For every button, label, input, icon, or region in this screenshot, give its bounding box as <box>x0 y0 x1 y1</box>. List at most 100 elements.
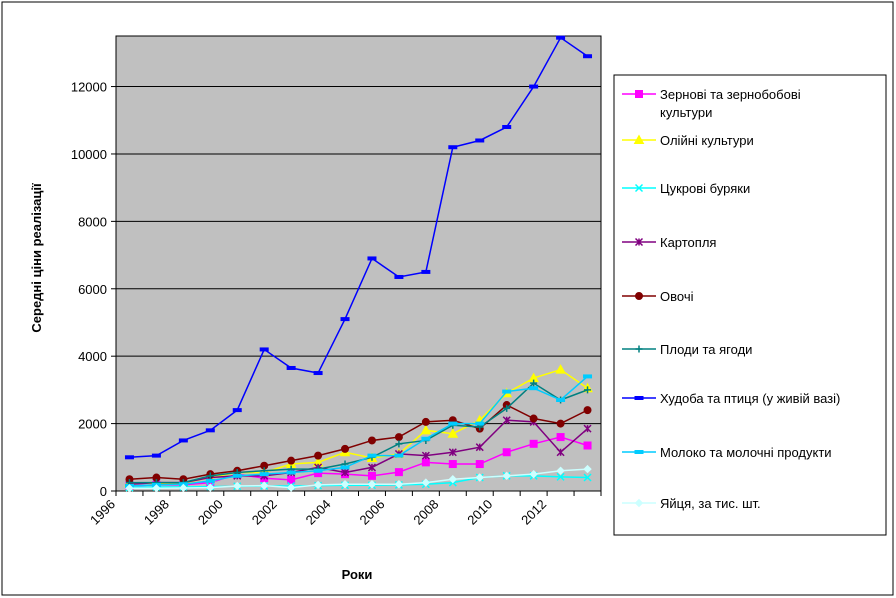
data-point <box>556 433 565 442</box>
data-point <box>421 458 430 467</box>
data-point <box>529 439 538 448</box>
series-line <box>129 436 588 487</box>
data-point <box>233 481 242 491</box>
data-point <box>421 478 431 487</box>
data-point <box>529 469 538 479</box>
data-point <box>530 379 538 387</box>
legend-label: Цукрові буряки <box>660 181 750 196</box>
data-point <box>448 474 458 484</box>
y-tick-label: 12000 <box>71 80 107 95</box>
data-point <box>556 419 565 428</box>
data-point <box>503 404 511 412</box>
data-point <box>583 406 592 415</box>
data-point <box>151 453 161 458</box>
data-point <box>556 448 565 457</box>
data-point <box>232 408 242 413</box>
data-point <box>475 421 485 426</box>
series-line <box>129 419 589 486</box>
data-point <box>367 436 376 445</box>
data-point <box>502 416 511 425</box>
data-point <box>206 483 215 492</box>
data-point <box>475 473 484 482</box>
data-point <box>206 472 214 480</box>
y-tick-label: 8000 <box>78 214 107 229</box>
legend-entry: Цукрові буряки <box>622 181 750 196</box>
data-point <box>179 483 188 493</box>
data-point <box>448 421 458 426</box>
legend-label: Олійні культури <box>660 133 754 148</box>
data-point <box>340 317 350 322</box>
data-point <box>583 441 592 450</box>
legend-entry: Зернові та зернобобові культури <box>622 87 801 120</box>
series-line <box>129 468 588 490</box>
legend-entry: Овочі <box>622 289 694 304</box>
data-point <box>421 417 430 426</box>
data-point <box>394 453 404 458</box>
data-point <box>583 374 593 379</box>
series-5 <box>125 401 592 484</box>
data-point <box>448 460 457 469</box>
legend-entry: Плоди та ягоди <box>622 342 752 357</box>
data-point <box>448 448 457 457</box>
data-point <box>421 269 431 274</box>
data-point <box>394 274 404 279</box>
data-point <box>287 475 296 484</box>
data-point <box>502 448 511 457</box>
data-point <box>286 365 296 370</box>
data-point <box>152 484 161 493</box>
data-point <box>529 414 538 423</box>
x-axis-title: Роки <box>342 567 373 582</box>
legend-label-line: культури <box>660 105 712 120</box>
data-point <box>475 460 484 469</box>
plot-background <box>115 35 602 492</box>
data-point <box>421 436 431 441</box>
data-point <box>529 386 539 391</box>
legend-marker <box>635 90 643 98</box>
legend-entry: Молоко та молочні продукти <box>622 445 832 460</box>
data-point <box>286 470 296 475</box>
data-point <box>313 468 323 473</box>
legend-marker <box>634 450 644 454</box>
data-point <box>367 256 377 261</box>
y-axis-title: Середні ціни реалізації <box>29 183 44 333</box>
legend-marker <box>633 134 645 144</box>
data-point <box>448 145 458 150</box>
data-point <box>475 138 485 143</box>
series-line <box>129 382 588 484</box>
legend-label-line: Зернові та зернобобові <box>660 87 801 102</box>
data-point <box>340 480 350 489</box>
y-tick-label: 10000 <box>71 147 107 162</box>
data-point <box>394 433 403 442</box>
data-point <box>583 473 592 482</box>
legend-entry: Яйця, за тис. шт. <box>622 496 761 511</box>
y-tick-label: 2000 <box>78 417 107 432</box>
data-point <box>556 398 566 402</box>
data-point <box>125 484 134 493</box>
y-tick-label: 0 <box>100 484 107 499</box>
data-point <box>395 440 403 448</box>
data-point <box>286 483 296 492</box>
data-point <box>394 480 404 489</box>
data-point <box>205 428 215 433</box>
data-point <box>583 54 593 59</box>
legend-marker <box>634 237 644 247</box>
data-point <box>178 438 188 443</box>
data-point <box>475 443 484 452</box>
data-point <box>367 463 377 472</box>
data-point <box>367 471 376 480</box>
legend-entry: Олійні культури <box>622 133 754 148</box>
data-point <box>583 464 592 474</box>
data-point <box>502 125 512 129</box>
data-point <box>421 451 430 460</box>
series-9 <box>125 464 592 493</box>
data-point <box>367 480 377 489</box>
data-point <box>259 347 269 352</box>
data-point <box>502 471 511 481</box>
legend-label: Картопля <box>660 235 716 250</box>
data-point <box>287 456 296 465</box>
data-point <box>420 424 432 435</box>
legend-marker <box>635 292 643 300</box>
legend-label: Яйця, за тис. шт. <box>660 496 761 511</box>
